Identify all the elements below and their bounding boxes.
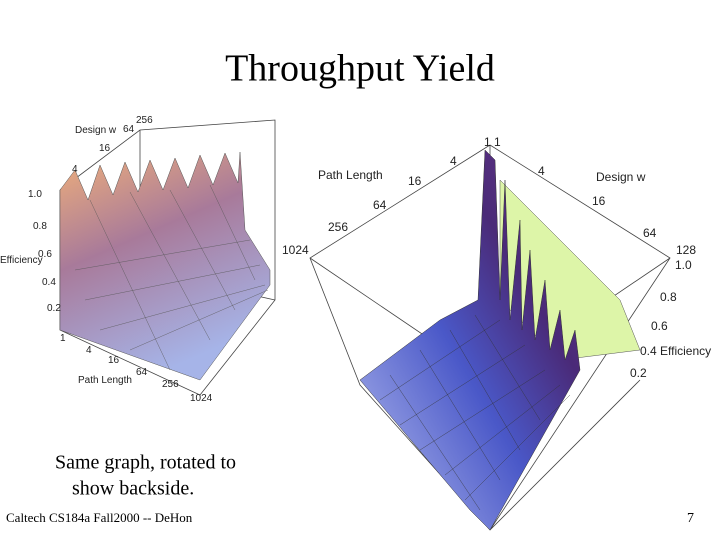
axis-label: Design w — [75, 125, 117, 136]
tick-label: 1024 — [190, 393, 213, 404]
tick-label: 128 — [676, 243, 696, 257]
tick-label: 16 — [108, 355, 120, 366]
tick-label: 64 — [373, 198, 387, 212]
tick-label: 256 — [328, 220, 348, 234]
tick-label: 4 — [72, 164, 78, 175]
right-plot — [309, 144, 671, 531]
tick-label: 64 — [123, 124, 135, 135]
tick-label: 4 — [450, 154, 457, 168]
title: Throughput Yield — [225, 48, 495, 90]
axis-label: 0.4 Efficiency — [640, 344, 711, 358]
surface-grid — [379, 314, 571, 511]
tick-label: 16 — [592, 194, 606, 208]
footer: Caltech CS184a Fall2000 -- DeHon — [6, 510, 193, 525]
tick-label: 256 — [162, 379, 179, 390]
axis-label: Design w — [596, 170, 646, 184]
page-number: 7 — [687, 511, 694, 526]
axis-label: Efficiency — [0, 255, 43, 266]
tick-label: 16 — [408, 174, 422, 188]
tick-label: 256 — [136, 115, 153, 126]
tick-label: 0.8 — [660, 290, 677, 304]
surface-top — [499, 179, 641, 361]
right-labels: Path Length 4 16 64 256 1024 1 1 4 Desig… — [282, 135, 711, 380]
tick-label: 1 — [494, 135, 501, 149]
surface — [59, 151, 271, 381]
tick-label: 1 — [484, 135, 491, 149]
tick-label: 1.0 — [28, 189, 42, 200]
tick-label: 1024 — [282, 243, 309, 257]
tick-label: 0.6 — [651, 319, 668, 333]
tick-label: 0.6 — [38, 249, 52, 260]
left-plot — [59, 119, 276, 396]
caption: Same graph, rotated to — [55, 452, 236, 474]
left-labels: Design w 256 64 16 4 1.0 0.8 0.6 Efficie… — [0, 115, 213, 404]
caption: show backside. — [72, 478, 194, 500]
tick-label: 4 — [538, 164, 545, 178]
tick-label: 0.4 — [42, 277, 56, 288]
tick-label: 1.0 — [675, 258, 692, 272]
axis-label: Path Length — [318, 168, 383, 182]
surface-grid — [74, 184, 269, 371]
tick-label: 1 — [60, 333, 66, 344]
tick-label: 64 — [136, 367, 148, 378]
axis-label: Path Length — [78, 375, 132, 386]
tick-label: 0.8 — [33, 221, 47, 232]
tick-label: 64 — [643, 226, 657, 240]
tick-label: 0.2 — [47, 303, 61, 314]
tick-label: 16 — [99, 143, 111, 154]
tick-label: 4 — [86, 345, 92, 356]
tick-label: 0.2 — [630, 366, 647, 380]
